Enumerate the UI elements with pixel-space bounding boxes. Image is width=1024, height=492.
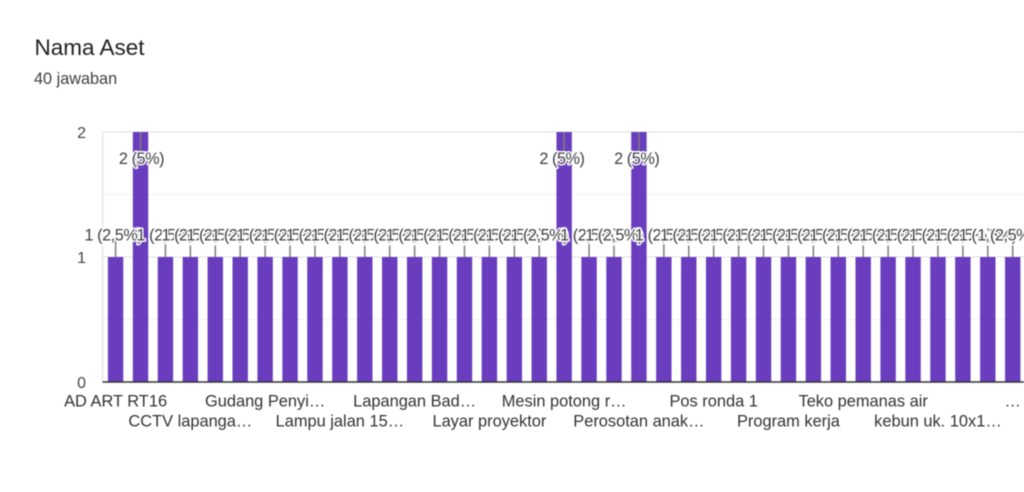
svg-text:1 (2,5%): 1 (2,5%) (685, 227, 743, 245)
svg-text:1 (2,5%): 1 (2,5%) (585, 227, 643, 245)
svg-text:1 (2,5%): 1 (2,5%) (809, 227, 867, 245)
svg-text:2: 2 (77, 125, 86, 142)
svg-text:2 (5%): 2 (5%) (614, 150, 659, 168)
svg-text:1 (2,5%): 1 (2,5%) (84, 227, 142, 245)
svg-text:1 (2,5%): 1 (2,5%) (934, 227, 992, 245)
svg-text:Nama Aset: Nama Aset (35, 35, 146, 60)
svg-text:Gudang Penyi…: Gudang Penyi… (205, 393, 325, 411)
svg-text:1 (2,5%): 1 (2,5%) (834, 227, 892, 245)
svg-text:2 (5%): 2 (5%) (119, 150, 164, 168)
svg-text:1 (2,5%): 1 (2,5%) (909, 227, 967, 245)
svg-text:1 (2,5%): 1 (2,5%) (236, 227, 294, 245)
svg-text:1 (2,5%): 1 (2,5%) (161, 227, 219, 245)
svg-text:1 (2,5%): 1 (2,5%) (137, 227, 195, 245)
svg-text:Lapangan Bad…: Lapangan Bad… (353, 393, 476, 411)
svg-text:kebun uk. 10x1…: kebun uk. 10x1… (874, 413, 1002, 431)
svg-text:1 (2,5%): 1 (2,5%) (186, 227, 244, 245)
svg-text:40 jawaban: 40 jawaban (34, 70, 117, 88)
svg-text:Pos ronda 1: Pos ronda 1 (669, 393, 757, 411)
svg-text:1: 1 (77, 250, 86, 267)
svg-text:AD ART RT16: AD ART RT16 (64, 393, 167, 411)
svg-text:1 (2,5%): 1 (2,5%) (311, 227, 369, 245)
svg-text:1 (2,5%): 1 (2,5%) (735, 227, 793, 245)
svg-text:1 (2,5%): 1 (2,5%) (211, 227, 269, 245)
svg-text:0: 0 (77, 375, 86, 392)
svg-text:1 (2,5%): 1 (2,5%) (386, 227, 444, 245)
svg-text:1 (2,5%): 1 (2,5%) (411, 227, 469, 245)
svg-text:1 (2,5%): 1 (2,5%) (436, 227, 494, 245)
svg-text:2 (5%): 2 (5%) (539, 150, 584, 168)
svg-text:1 (2,5%): 1 (2,5%) (959, 227, 1017, 245)
svg-text:Layar proyektor: Layar proyektor (432, 413, 546, 431)
svg-text:1 (2,5%): 1 (2,5%) (710, 227, 768, 245)
svg-text:1 (2,5%): 1 (2,5%) (485, 227, 543, 245)
svg-text:…: … (1005, 393, 1021, 411)
svg-text:Teko pemanas air: Teko pemanas air (799, 393, 929, 411)
svg-text:Mesin potong r…: Mesin potong r… (502, 393, 627, 411)
svg-text:1 (2,5%): 1 (2,5%) (510, 227, 568, 245)
svg-text:Perosotan anak…: Perosotan anak… (573, 413, 704, 431)
svg-text:1 (2,5%): 1 (2,5%) (977, 227, 1024, 245)
svg-text:1 (2,5%): 1 (2,5%) (884, 227, 942, 245)
svg-text:Lampu jalan 15…: Lampu jalan 15… (276, 413, 404, 431)
svg-text:1 (2,5%): 1 (2,5%) (635, 227, 693, 245)
svg-text:1 (2,5%): 1 (2,5%) (286, 227, 344, 245)
svg-text:1 (2,5%): 1 (2,5%) (784, 227, 842, 245)
svg-text:1 (2,5%): 1 (2,5%) (460, 227, 518, 245)
svg-text:CCTV lapanga…: CCTV lapanga… (128, 413, 252, 431)
svg-text:1 (2,5%): 1 (2,5%) (261, 227, 319, 245)
svg-text:1 (2,5%): 1 (2,5%) (336, 227, 394, 245)
svg-text:Program kerja: Program kerja (737, 413, 841, 431)
svg-text:1 (2,5%): 1 (2,5%) (859, 227, 917, 245)
svg-text:1 (2,5%): 1 (2,5%) (560, 227, 618, 245)
svg-text:1 (2,5%): 1 (2,5%) (361, 227, 419, 245)
svg-text:1 (2,5%): 1 (2,5%) (660, 227, 718, 245)
svg-text:1 (2,5%): 1 (2,5%) (760, 227, 818, 245)
